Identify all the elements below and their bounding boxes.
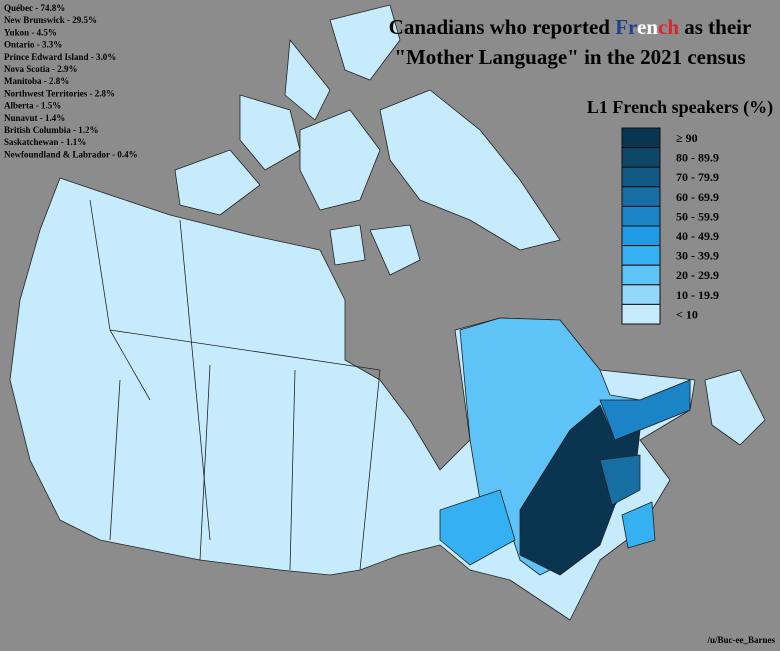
stat-line: Québec - 74.8% xyxy=(4,3,65,13)
stat-line: British Columbia - 1.2% xyxy=(4,125,99,135)
legend-label: < 10 xyxy=(676,307,698,321)
credit: /u/Buc-ee_Barnes xyxy=(707,635,776,645)
legend-label: 10 - 19.9 xyxy=(676,288,719,302)
stats-list: Québec - 74.8% New Brunswick - 29.5% Yukon… xyxy=(4,3,138,159)
stat-line: Northwest Territories - 2.8% xyxy=(4,88,115,98)
legend-swatch xyxy=(621,245,661,266)
legend-label: ≥ 90 xyxy=(676,131,698,145)
stat-line: Ontario - 3.3% xyxy=(4,40,62,50)
new-brunswick xyxy=(621,501,656,549)
arctic-islands xyxy=(174,4,561,276)
title-french: French xyxy=(615,15,679,39)
legend-label: 80 - 89.9 xyxy=(676,151,719,165)
stat-line: Alberta - 1.5% xyxy=(4,101,61,111)
legend-label: 20 - 29.9 xyxy=(676,268,719,282)
stat-line: Saskatchewan - 1.1% xyxy=(4,137,86,147)
stat-line: New Brunswick - 29.5% xyxy=(4,15,97,25)
legend-title: L1 French speakers (%) xyxy=(587,97,773,118)
legend-label: 60 - 69.9 xyxy=(676,190,719,204)
title-french-part: ch xyxy=(658,15,679,39)
legend-swatch xyxy=(621,284,661,305)
stat-line: Newfoundland & Labrador - 0.4% xyxy=(4,149,138,159)
title-line-1: Canadians who reported French as their xyxy=(389,15,752,39)
legend-label: 70 - 79.9 xyxy=(676,170,719,184)
legend-swatch xyxy=(621,166,661,188)
legend-swatch xyxy=(621,147,661,168)
title-line-2: "Mother Language" in the 2021 census xyxy=(394,45,745,69)
legend-swatch xyxy=(621,303,661,325)
legend-swatch xyxy=(621,225,661,247)
legend-label: 50 - 59.9 xyxy=(676,209,719,223)
legend-label: 30 - 39.9 xyxy=(676,249,719,263)
quebec-gaspe xyxy=(599,454,641,506)
newfoundland xyxy=(704,369,766,446)
legend: ≥ 90 80 - 89.9 70 - 79.9 60 - 69.9 50 - 59.9… xyxy=(621,127,719,325)
legend-swatch xyxy=(621,186,661,207)
stat-line: Manitoba - 2.8% xyxy=(4,76,69,86)
title-text: Canadians who reported xyxy=(389,15,616,39)
legend-swatch xyxy=(621,264,661,286)
title-text: as their xyxy=(679,15,751,39)
ontario-east xyxy=(439,489,516,566)
stat-line: Yukon - 4.5% xyxy=(4,27,57,37)
title-french-part: Fr xyxy=(615,15,637,39)
stat-line: Prince Edward Island - 3.0% xyxy=(4,52,116,62)
borders xyxy=(89,199,381,571)
title-french-part: en xyxy=(637,15,658,39)
stat-line: Nunavut - 1.4% xyxy=(4,113,65,123)
legend-swatch xyxy=(621,205,661,227)
stat-line: Nova Scotia - 2.9% xyxy=(4,64,78,74)
legend-swatch xyxy=(621,127,661,149)
legend-label: 40 - 49.9 xyxy=(676,229,719,243)
